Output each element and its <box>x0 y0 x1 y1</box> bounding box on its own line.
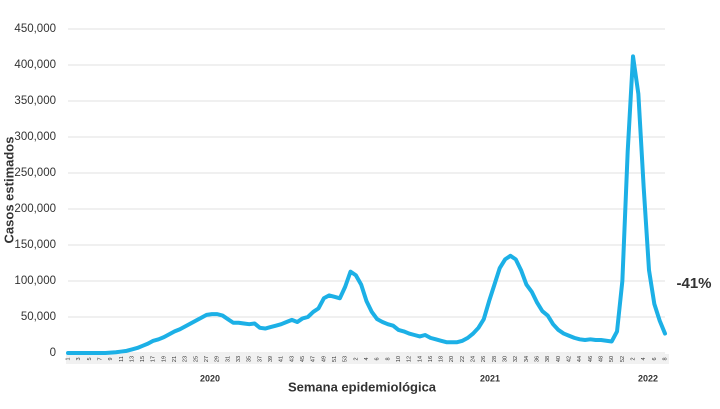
x-tick-label: 30 <box>503 356 509 362</box>
y-tick-label: 100,000 <box>14 275 56 287</box>
x-tick-label: 8 <box>385 357 391 360</box>
x-tick-label: 53 <box>343 356 349 362</box>
x-tick-label: 10 <box>396 356 402 362</box>
y-axis-label: Casos estimados <box>1 137 16 244</box>
x-tick-label: 5 <box>87 357 93 360</box>
x-tick-label: 3 <box>76 357 82 360</box>
x-tick-label: 31 <box>225 356 231 362</box>
x-tick-label: 39 <box>268 356 274 362</box>
x-tick-label: 18 <box>439 356 445 362</box>
x-tick-label: 33 <box>236 356 242 362</box>
y-tick-label: 250,000 <box>14 167 56 179</box>
y-tick-label: 400,000 <box>14 59 56 71</box>
x-tick-label: 24 <box>471 356 477 362</box>
annotation: -41% <box>676 275 711 292</box>
x-axis-band <box>66 354 669 364</box>
x-tick-label: 25 <box>193 356 199 362</box>
x-tick-label: 49 <box>321 356 327 362</box>
x-tick-label: 47 <box>311 356 317 362</box>
x-tick-label: 26 <box>481 356 487 362</box>
x-tick-label: 29 <box>215 356 221 362</box>
x-tick-label: 14 <box>417 356 423 362</box>
x-tick-label: 13 <box>129 356 135 362</box>
x-tick-label: 34 <box>524 356 530 362</box>
y-tick-label: 50,000 <box>21 311 56 323</box>
year-label: 2022 <box>638 373 658 383</box>
y-tick-label: 150,000 <box>14 239 56 251</box>
x-tick-label: 46 <box>588 356 594 362</box>
y-tick-label: 0 <box>50 347 56 359</box>
x-tick-label: 4 <box>364 357 370 360</box>
x-tick-label: 9 <box>108 357 114 360</box>
x-tick-label: 28 <box>492 356 498 362</box>
x-axis-label: Semana epidemiológica <box>288 379 437 394</box>
x-tick-label: 7 <box>97 357 103 360</box>
x-tick-label: 48 <box>598 356 604 362</box>
x-tick-label: 51 <box>332 356 338 362</box>
x-tick-label: 50 <box>609 356 615 362</box>
x-tick-label: 27 <box>204 356 210 362</box>
x-tick-label: 40 <box>556 356 562 362</box>
x-tick-label: 43 <box>289 356 295 362</box>
x-tick-label: 45 <box>300 356 306 362</box>
x-tick-label: 36 <box>535 356 541 362</box>
x-tick-label: 11 <box>119 356 125 362</box>
x-tick-label: 52 <box>620 356 626 362</box>
year-label: 2021 <box>480 373 500 383</box>
x-tick-label: 42 <box>567 356 573 362</box>
x-tick-label: 8 <box>662 357 668 360</box>
x-tick-label: 19 <box>161 356 167 362</box>
x-tick-label: 21 <box>172 356 178 362</box>
y-tick-label: 300,000 <box>14 131 56 143</box>
data-line <box>66 54 667 355</box>
x-tick-label: 12 <box>407 356 413 362</box>
x-tick-label: 38 <box>545 356 551 362</box>
y-tick-label: 350,000 <box>14 95 56 107</box>
x-tick-label: 1 <box>65 357 71 360</box>
x-tick-label: 15 <box>140 356 146 362</box>
x-tick-label: 20 <box>449 356 455 362</box>
x-tick-label: 41 <box>279 356 285 362</box>
year-label: 2020 <box>200 373 220 383</box>
x-tick-label: 17 <box>151 356 157 362</box>
x-tick-label: 6 <box>375 357 381 360</box>
x-tick-label: 16 <box>428 356 434 362</box>
x-tick-label: 44 <box>577 356 583 362</box>
x-tick-label: 32 <box>513 356 519 362</box>
y-tick-label: 200,000 <box>14 203 56 215</box>
x-tick-label: 37 <box>257 356 263 362</box>
x-tick-label: 23 <box>183 356 189 362</box>
x-tick-label: 6 <box>652 357 658 360</box>
x-tick-label: 35 <box>247 356 253 362</box>
y-tick-label: 450,000 <box>14 23 56 35</box>
x-tick-label: 2 <box>630 357 636 360</box>
x-tick-label: 2 <box>353 357 359 360</box>
x-tick-label: 22 <box>460 356 466 362</box>
x-tick-label: 4 <box>641 357 647 360</box>
